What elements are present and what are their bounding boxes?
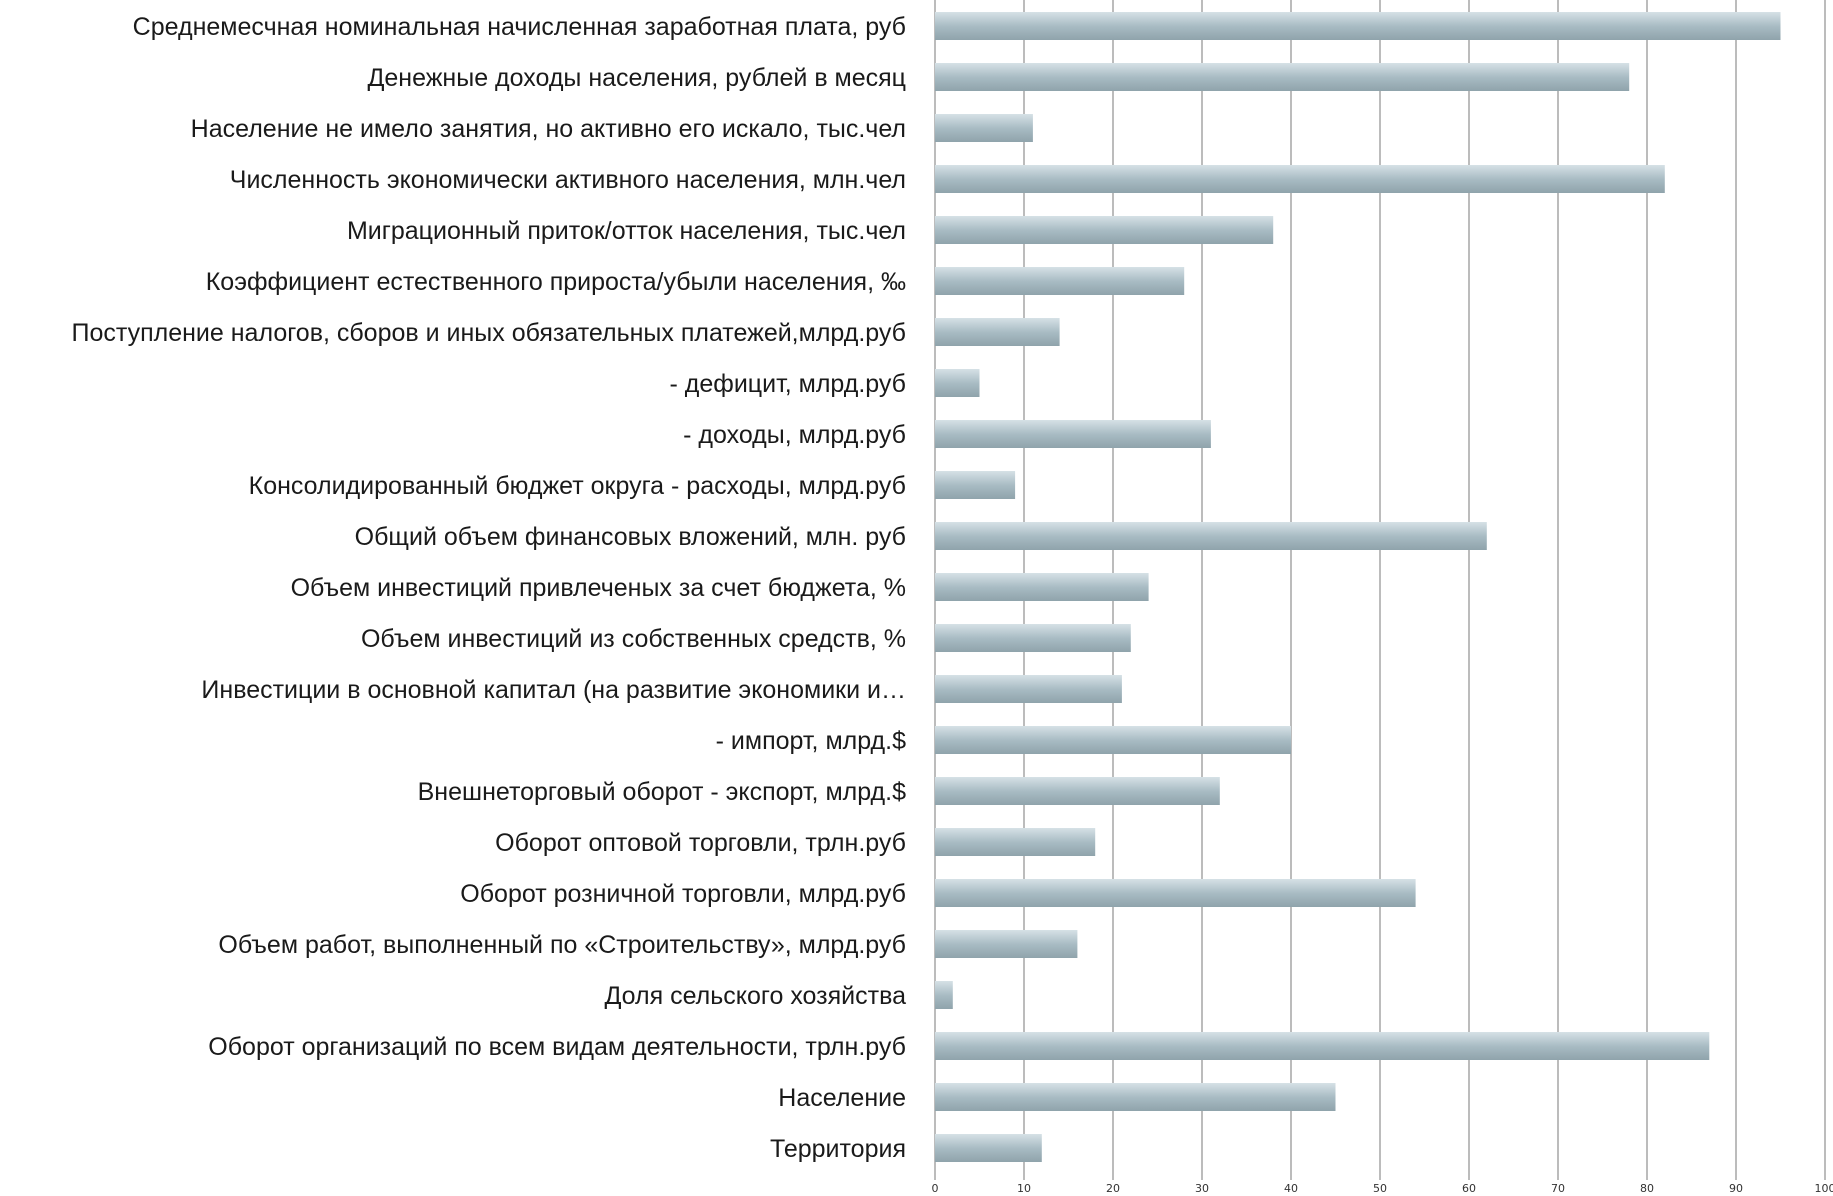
category-label: Внешнеторговый оборот - экспорт, млрд.$ (418, 778, 906, 806)
category-label: Объем инвестиций из собственных средств,… (361, 625, 906, 653)
bar (935, 828, 1096, 856)
gridlines (934, 0, 1826, 1180)
bar (935, 930, 1078, 958)
bar (935, 879, 1416, 907)
category-label: Численность экономически активного насел… (230, 166, 906, 194)
category-label: Оборот оптовой торговли, трлн.руб (495, 829, 906, 857)
bar (935, 624, 1131, 652)
x-tick-label: 20 (1106, 1182, 1120, 1195)
category-label: Доля сельского хозяйства (604, 982, 906, 1010)
bar (935, 12, 1781, 40)
bar (935, 318, 1060, 346)
bar (935, 165, 1665, 193)
x-tick-label: 80 (1640, 1182, 1654, 1195)
bar (935, 114, 1033, 142)
x-tick-label: 40 (1284, 1182, 1298, 1195)
bar (935, 675, 1122, 703)
category-label: Объем инвестиций привлеченых за счет бюд… (291, 574, 906, 602)
category-label: Оборот организаций по всем видам деятель… (208, 1033, 906, 1061)
category-label: - дефицит, млрд.руб (669, 370, 906, 398)
bar (935, 522, 1487, 550)
x-tick-label: 90 (1729, 1182, 1743, 1195)
bar (935, 1134, 1042, 1162)
bar (935, 981, 953, 1009)
category-label: Общий объем финансовых вложений, млн. ру… (355, 523, 906, 551)
category-label: Миграционный приток/отток населения, тыс… (347, 217, 906, 245)
category-label: - импорт, млрд.$ (716, 727, 906, 755)
x-tick-label: 50 (1373, 1182, 1387, 1195)
category-label: - доходы, млрд.руб (683, 421, 906, 449)
bar (935, 726, 1291, 754)
x-tick-label: 10 (1017, 1182, 1031, 1195)
bar (935, 777, 1220, 805)
x-tick-label: 100 (1815, 1182, 1833, 1195)
bar (935, 1032, 1710, 1060)
x-tick-label: 70 (1551, 1182, 1565, 1195)
x-tick-label: 0 (932, 1182, 939, 1195)
category-label: Коэффициент естественного прироста/убыли… (206, 268, 906, 296)
bar (935, 1083, 1336, 1111)
category-label: Население (778, 1084, 906, 1112)
x-tick-label: 60 (1462, 1182, 1476, 1195)
bar (935, 573, 1149, 601)
category-label: Объем работ, выполненный по «Строительст… (218, 931, 906, 959)
category-label: Поступление налогов, сборов и иных обяза… (71, 319, 906, 347)
bar (935, 420, 1211, 448)
category-label: Денежные доходы населения, рублей в меся… (367, 64, 906, 92)
x-axis-ticks: 0 10 20 30 40 50 60 70 80 90 100 (932, 1182, 1833, 1195)
x-tick-label: 30 (1195, 1182, 1209, 1195)
bar (935, 216, 1274, 244)
category-labels: Среднемесчная номинальная начисленная за… (71, 13, 906, 1163)
bar (935, 63, 1630, 91)
bars (935, 12, 1781, 1162)
category-label: Среднемесчная номинальная начисленная за… (133, 13, 906, 41)
category-label: Консолидированный бюджет округа - расход… (249, 472, 906, 500)
category-label: Территория (770, 1135, 906, 1163)
category-label: Население не имело занятия, но активно е… (191, 115, 906, 143)
bar (935, 471, 1016, 499)
bar (935, 267, 1185, 295)
category-label: Инвестиции в основной капитал (на развит… (201, 676, 906, 704)
bar (935, 369, 980, 397)
category-label: Оборот розничной торговли, млрд.руб (460, 880, 906, 908)
